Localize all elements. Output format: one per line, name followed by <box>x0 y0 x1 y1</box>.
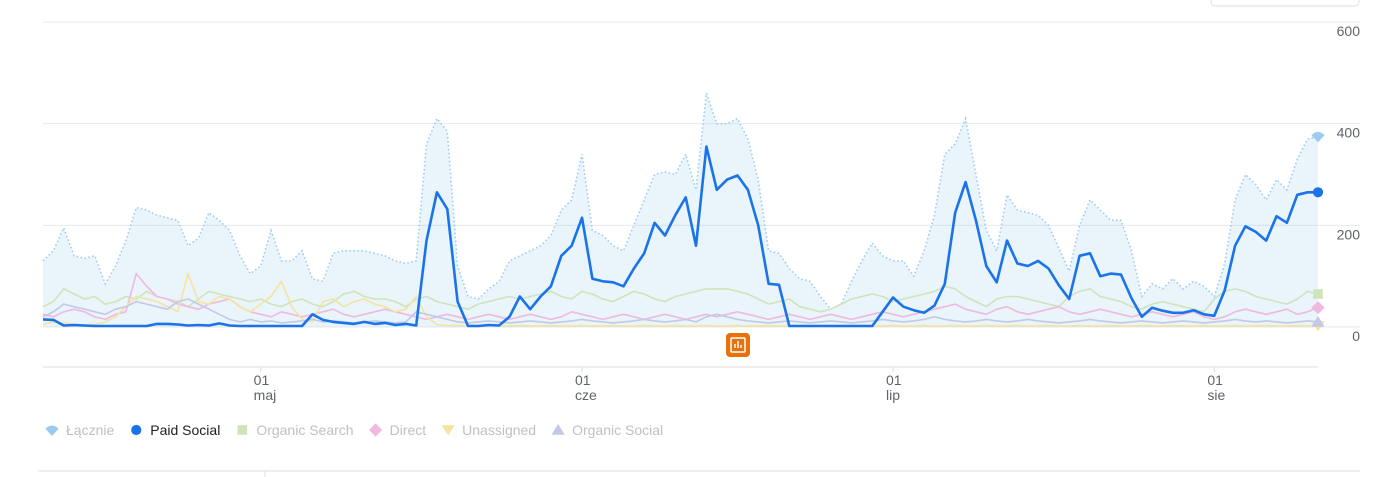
legend: Łącznie Paid Social Organic Search Direct Un… <box>45 422 663 438</box>
x-tick-month: lip <box>886 387 900 403</box>
y-tick-label: 200 <box>1337 226 1361 242</box>
series-line <box>42 272 1319 321</box>
series-layer <box>42 92 1325 332</box>
legend-label: Paid Social <box>150 422 220 438</box>
x-tick-month: cze <box>575 387 597 403</box>
legend-label: Łącznie <box>66 422 114 438</box>
marker-diamond <box>368 423 383 437</box>
legend-item[interactable]: Unassigned <box>441 422 537 438</box>
legend-label: Organic Social <box>572 422 663 438</box>
x-tick-day: 01 <box>1207 372 1223 388</box>
y-tick-label: 600 <box>1337 23 1361 39</box>
marker-drop <box>1311 131 1325 143</box>
legend-item[interactable]: Direct <box>368 422 427 438</box>
marker-triangle <box>1311 315 1325 327</box>
x-tick-day: 01 <box>254 372 270 388</box>
x-tick-day: 01 <box>886 372 902 388</box>
marker-circle <box>1312 187 1324 198</box>
legend-item[interactable]: Łącznie <box>45 422 114 438</box>
marker-circle <box>131 424 142 436</box>
marker-triangle-down <box>441 425 455 436</box>
y-tick-label: 400 <box>1337 125 1361 141</box>
legend-label: Unassigned <box>462 422 536 438</box>
top-button[interactable] <box>1210 0 1360 7</box>
legend-item[interactable]: Organic Search <box>237 422 354 438</box>
marker-square <box>237 425 248 435</box>
marker-drop <box>45 425 59 436</box>
series-line <box>42 145 1318 328</box>
x-tick-month: sie <box>1207 387 1225 403</box>
marker-triangle <box>551 424 565 435</box>
y-tick-label: 0 <box>1352 328 1360 344</box>
marker-square <box>1313 289 1323 299</box>
series-line <box>42 298 1319 324</box>
x-tick-month: maj <box>254 387 277 403</box>
legend-item[interactable]: Paid Social <box>131 422 220 438</box>
series-line <box>42 285 1319 313</box>
legend-label: Direct <box>390 422 427 438</box>
legend-label: Organic Search <box>256 422 353 438</box>
area-fill <box>43 93 1318 327</box>
series-line <box>42 272 1318 327</box>
legend-item[interactable]: Organic Social <box>551 422 663 438</box>
x-tick-day: 01 <box>575 372 591 388</box>
series-line <box>42 92 1319 311</box>
annotation-icon[interactable] <box>726 333 750 357</box>
marker-diamond <box>1311 301 1325 315</box>
